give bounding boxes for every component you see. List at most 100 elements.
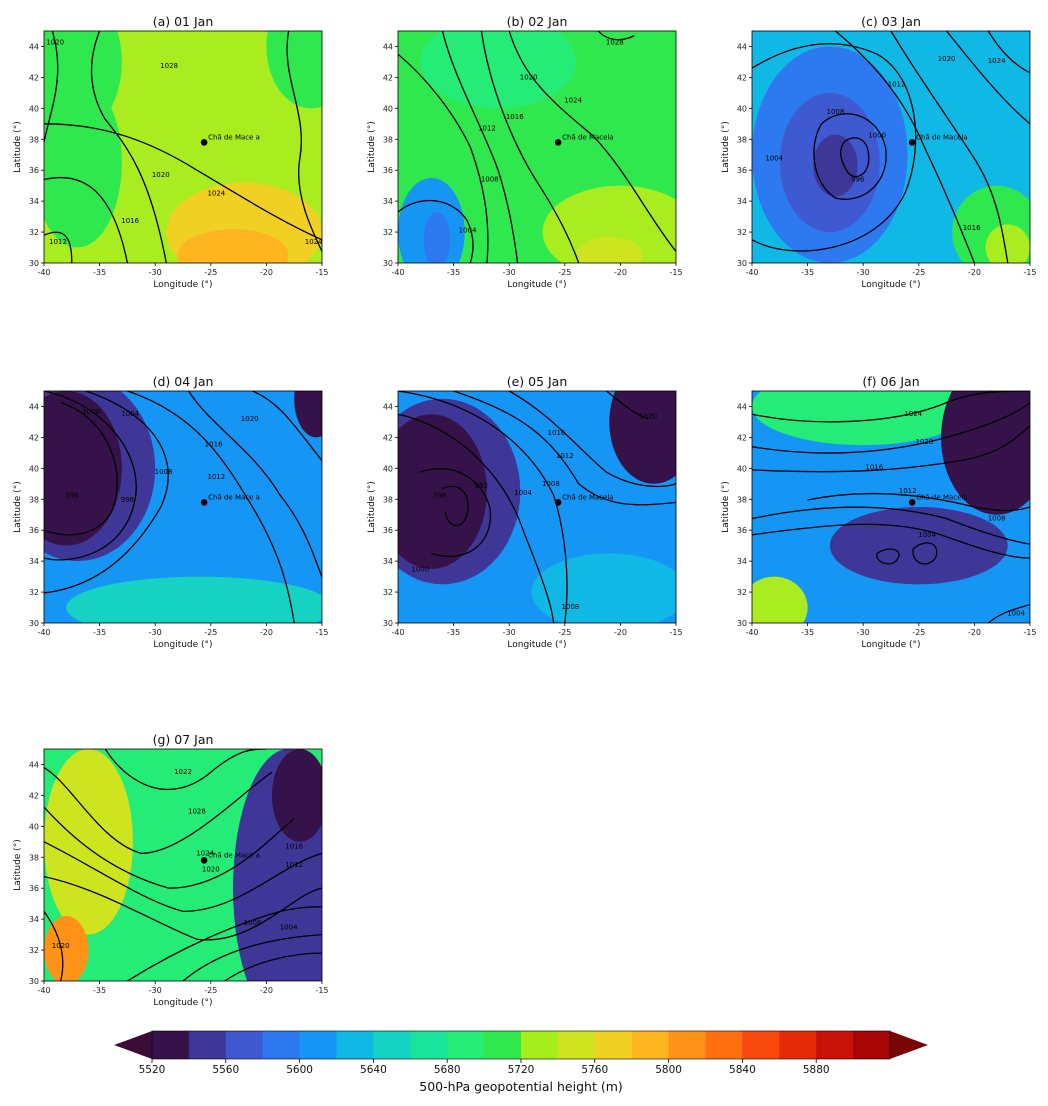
panel-title: (a) 01 Jan — [153, 14, 214, 29]
y-tick-label: 42 — [737, 433, 747, 442]
isobar-line — [988, 604, 1030, 623]
y-tick-label: 44 — [29, 402, 39, 411]
isobar-line — [841, 138, 869, 177]
isobar-line — [183, 935, 322, 981]
colorbar-swatch — [299, 1031, 338, 1059]
x-tick-label: -35 — [801, 628, 814, 637]
x-tick-label: -30 — [857, 268, 870, 277]
panel-title: (f) 06 Jan — [862, 374, 919, 389]
field-region — [271, 749, 322, 842]
y-tick-label: 44 — [737, 42, 747, 51]
colorbar-swatch — [779, 1031, 817, 1059]
station-label: Chã de Macela — [562, 493, 614, 501]
panel-title: (e) 05 Jan — [507, 374, 568, 389]
colorbar-swatch — [742, 1031, 780, 1059]
isobar-label: 1004 — [1007, 610, 1025, 618]
isobar-line — [835, 31, 974, 263]
isobar-line — [225, 953, 322, 981]
y-axis-label: Latitude (°) — [13, 839, 23, 890]
geopotential-field: 1016 1012 1020 1004 1008 1000 996 992 1008 — [398, 391, 676, 623]
y-tick-label: 36 — [737, 166, 747, 175]
y-tick-label: 42 — [29, 73, 39, 82]
x-tick-label: -40 — [391, 628, 404, 637]
isobar-label: 1020 — [202, 866, 220, 874]
y-tick-label: 40 — [383, 104, 393, 113]
map-panel: (f) 06 Jan 1024 1020 1016 1012 1008 1004 1004 Ch… — [721, 374, 1037, 650]
axes-frame — [43, 390, 323, 624]
field-region — [985, 224, 1030, 263]
colorbar-swatch — [152, 1031, 190, 1059]
colorbar-swatch — [484, 1031, 522, 1059]
colorbar-tick-label: 5880 — [803, 1064, 830, 1076]
x-tick-label: -35 — [93, 268, 106, 277]
y-tick-label: 42 — [29, 791, 39, 800]
colorbar-swatch — [373, 1031, 411, 1059]
isobar-line — [913, 543, 937, 564]
colorbar-tick-label: 5600 — [286, 1064, 313, 1076]
isobar-label: 1004 — [514, 489, 532, 497]
isobar-line — [752, 403, 1030, 453]
field-region — [294, 391, 322, 438]
isobar-label: 992 — [475, 482, 488, 490]
colorbar: 5520 5560 5600 5640 5680 5720 5760 5800 5840 5880… — [114, 1030, 928, 1094]
isobar-label: 1008 — [244, 919, 262, 927]
y-axis-label: Latitude (°) — [367, 121, 377, 172]
x-axis-label: Longitude (°) — [861, 280, 920, 290]
y-tick-label: 30 — [383, 259, 393, 268]
x-tick-label: -20 — [614, 628, 627, 637]
field-region — [177, 228, 289, 263]
x-tick-label: -40 — [745, 268, 758, 277]
y-tick-label: 44 — [383, 402, 393, 411]
map-panel: (a) 01 Jan 1020 1028 1020 1024 1016 1012 1024 Ch… — [13, 14, 329, 290]
isobar-label: 1016 — [205, 440, 223, 448]
y-tick-label: 32 — [737, 588, 747, 597]
y-axis-label: Latitude (°) — [721, 121, 731, 172]
geopotential-field: 1000 1004 1016 1020 1008 1012 996 996 — [44, 391, 322, 623]
colorbar-swatch — [594, 1031, 633, 1059]
geopotential-field: 1024 1020 1016 1012 1008 1004 1004 — [752, 391, 1030, 623]
field-region — [44, 749, 133, 935]
isobar-label: 1016 — [506, 113, 524, 121]
isobar-label: 1020 — [52, 942, 70, 950]
isobar-line — [454, 391, 676, 505]
x-tick-label: -25 — [204, 986, 217, 995]
field-region — [44, 916, 89, 981]
isobar-label: 1028 — [160, 62, 178, 70]
isobar-line — [988, 31, 1030, 73]
station-marker — [554, 139, 562, 146]
isobar-label: 1004 — [765, 155, 783, 163]
x-tick-label: -35 — [447, 268, 460, 277]
geopotential-field: 1008 1012 1020 1024 1000 1004 996 1016 — [752, 31, 1030, 263]
x-tick-label: -30 — [503, 268, 516, 277]
x-tick-label: -25 — [204, 628, 217, 637]
colorbar-tick-label: 5800 — [655, 1064, 682, 1076]
isobar-label: 1012 — [888, 80, 906, 88]
x-tick-label: -40 — [391, 268, 404, 277]
isobar-lines — [44, 749, 322, 981]
x-tick-label: -25 — [558, 628, 571, 637]
station-label: Chã de Macela — [916, 493, 968, 501]
colorbar-swatch — [188, 1031, 227, 1059]
y-tick-label: 40 — [29, 104, 39, 113]
isobar-label: 1008 — [542, 480, 560, 488]
isobar-label: 1016 — [865, 464, 883, 472]
y-tick-label: 30 — [737, 259, 747, 268]
field-region — [609, 391, 676, 484]
isobar-line — [752, 524, 1030, 558]
isobar-label: 1024 — [207, 189, 225, 197]
y-tick-label: 38 — [29, 495, 39, 504]
x-tick-label: -35 — [93, 628, 106, 637]
colorbar-tick-label: 5560 — [212, 1064, 239, 1076]
field-region — [398, 414, 487, 569]
x-tick-label: -20 — [968, 268, 981, 277]
field-region — [266, 31, 322, 109]
isobar-line — [398, 414, 554, 623]
isobar-line — [44, 232, 72, 263]
x-tick-label: -15 — [315, 628, 328, 637]
axes-frame — [43, 748, 323, 982]
station-marker — [200, 499, 208, 506]
isobar-line — [92, 31, 167, 263]
field-region — [941, 391, 1030, 515]
isobar-lines — [44, 31, 322, 263]
x-tick-label: -20 — [260, 268, 273, 277]
